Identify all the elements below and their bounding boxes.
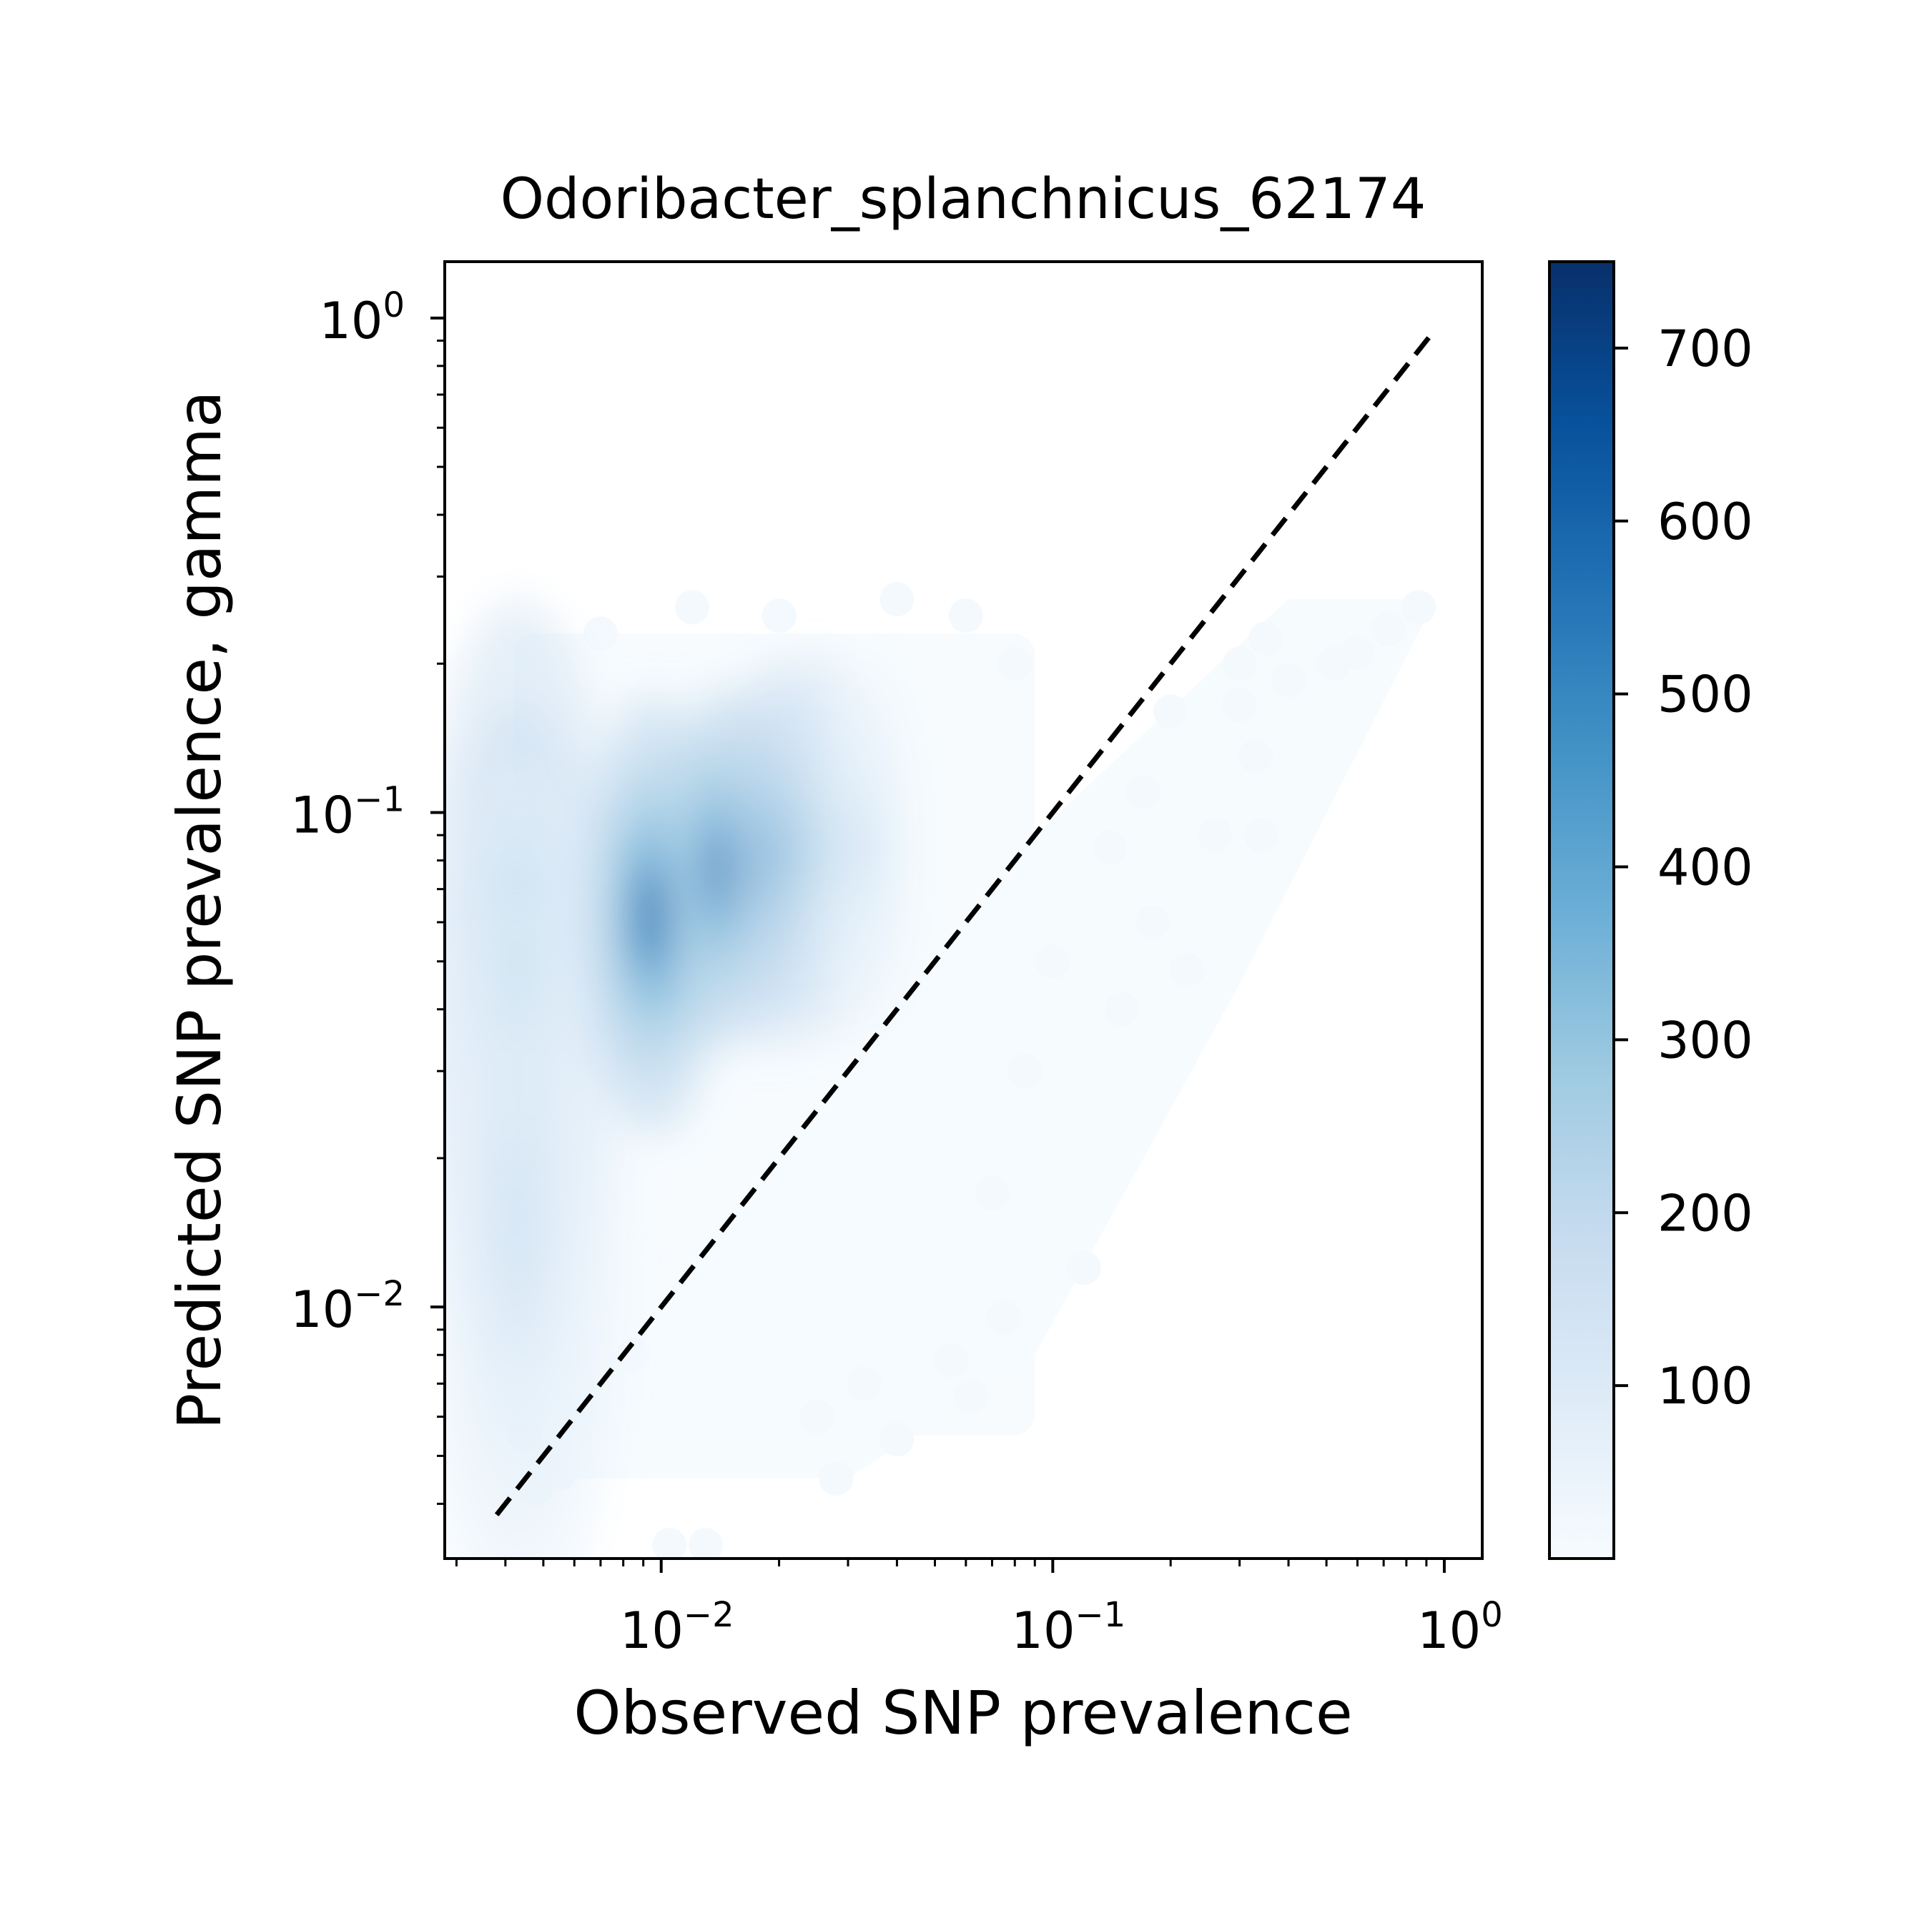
sparse-point xyxy=(954,1379,989,1414)
sparse-point xyxy=(986,1300,1021,1335)
chart-title: Odoribacter_splanchnicus_62174 xyxy=(501,167,1426,232)
sparse-point xyxy=(1316,646,1351,681)
sparse-point xyxy=(1243,818,1278,853)
reference-line-y-equals-x xyxy=(494,327,1438,1517)
density-cluster xyxy=(640,877,665,954)
sparse-point xyxy=(1222,688,1257,723)
colorbar-gradient xyxy=(1548,260,1615,1560)
sparse-point xyxy=(1104,992,1139,1027)
colorbar-tick-label: 300 xyxy=(1657,1011,1753,1070)
y-axis-tick-labels: 10−2 10−1 100 xyxy=(290,285,405,1339)
sparse-point xyxy=(689,1528,724,1559)
sparse-point xyxy=(1238,739,1273,774)
plot-frame xyxy=(443,260,1484,1560)
sparse-point xyxy=(675,590,710,625)
sparse-point xyxy=(1198,818,1233,853)
colorbar-tick-label: 100 xyxy=(1657,1357,1753,1416)
colorbar-tick-label: 500 xyxy=(1657,666,1753,724)
y-tick-label: 10−2 xyxy=(290,1274,405,1339)
sparse-point xyxy=(1093,830,1128,865)
sparse-point xyxy=(616,1338,651,1373)
sparse-point xyxy=(1222,646,1257,681)
sparse-point xyxy=(1169,952,1204,987)
x-axis-tick-labels: 10−2 10−1 100 xyxy=(620,1595,1503,1660)
density-cluster xyxy=(500,1142,536,1298)
sparse-point xyxy=(1371,611,1406,646)
colorbar-ticks: 100 200 300 400 500 600 700 xyxy=(1614,320,1753,1416)
colorbar-tick-label: 700 xyxy=(1657,320,1753,378)
colorbar-tick-label: 600 xyxy=(1657,493,1753,551)
x-tick-label: 10−1 xyxy=(1011,1595,1125,1660)
y-tick-label: 10−1 xyxy=(290,779,405,844)
density-layer xyxy=(445,598,910,1559)
colorbar-tick-label: 400 xyxy=(1657,839,1753,897)
colorbar: 100 200 300 400 500 600 700 xyxy=(1548,260,1753,1560)
sparse-point xyxy=(1066,1250,1101,1285)
sparse-point xyxy=(1135,904,1170,939)
plot-area xyxy=(443,260,1484,1560)
sparse-point xyxy=(799,1399,834,1434)
sparse-point xyxy=(652,1528,687,1559)
sparse-point xyxy=(879,1422,915,1457)
sparse-point xyxy=(997,646,1032,681)
sparse-point xyxy=(1125,774,1160,809)
sparse-point xyxy=(1007,1054,1043,1089)
sparse-point xyxy=(934,1343,969,1378)
sparse-point xyxy=(1153,694,1188,729)
y-tick-label: 100 xyxy=(319,285,405,350)
sparse-point xyxy=(879,582,915,617)
sparse-point xyxy=(847,1366,882,1401)
sparse-point xyxy=(1248,621,1283,656)
sparse-point xyxy=(1035,944,1070,979)
sparse-point xyxy=(1401,590,1436,625)
y-axis-label: Predicted SNP prevalence, gamma xyxy=(164,391,235,1430)
sparse-point xyxy=(819,1461,854,1496)
density-cluster xyxy=(850,816,868,879)
sparse-point xyxy=(762,598,797,633)
x-axis-ticks xyxy=(455,1559,1446,1573)
sparse-point xyxy=(1271,663,1306,698)
y-axis-ticks xyxy=(430,316,445,1505)
x-axis-label: Observed SNP prevalence xyxy=(573,1678,1352,1748)
sparse-point xyxy=(583,616,618,651)
colorbar-tick-label: 200 xyxy=(1657,1184,1753,1243)
sparse-point xyxy=(948,598,983,633)
sparse-point xyxy=(975,1175,1010,1210)
sparse-region xyxy=(513,599,1436,1479)
x-tick-label: 100 xyxy=(1417,1595,1503,1660)
x-tick-label: 10−2 xyxy=(620,1595,734,1660)
